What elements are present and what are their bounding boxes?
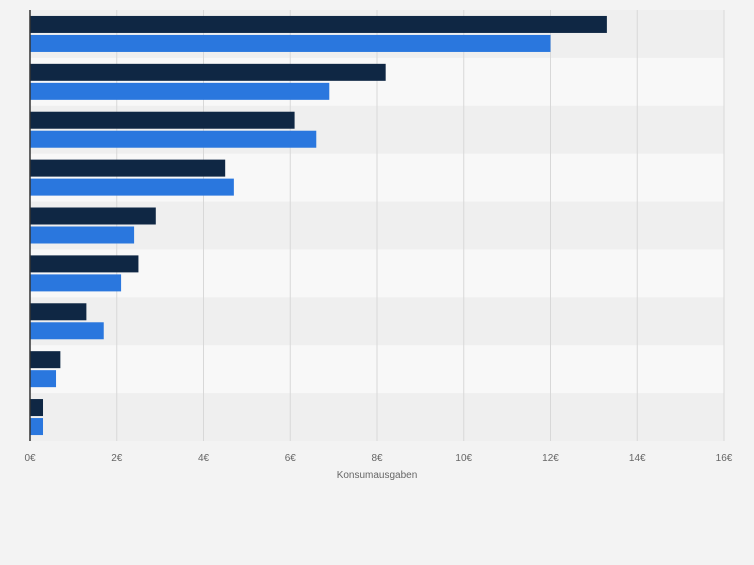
x-tick-label: 10€	[455, 453, 472, 464]
x-tick-label: 0€	[24, 453, 36, 464]
bar-series-1[interactable]	[30, 303, 87, 321]
bar-series-2[interactable]	[30, 226, 135, 244]
x-tick-label: 4€	[198, 453, 210, 464]
bar-series-2[interactable]	[30, 370, 57, 388]
bar-series-1[interactable]	[30, 255, 139, 273]
bar-series-2[interactable]	[30, 418, 44, 436]
bar-series-2[interactable]	[30, 322, 104, 340]
x-tick-label: 2€	[111, 453, 123, 464]
x-tick-label: 14€	[629, 453, 646, 464]
x-tick-label: 8€	[371, 453, 383, 464]
bar-series-2[interactable]	[30, 34, 551, 52]
bar-series-1[interactable]	[30, 399, 44, 417]
bar-series-1[interactable]	[30, 111, 295, 129]
bars	[30, 15, 607, 436]
x-tick-label: 12€	[542, 453, 559, 464]
x-tick-labels: 0€ 2€ 4€ 6€ 8€ 10€ 12€ 14€ 16€	[24, 453, 732, 464]
bar-series-1[interactable]	[30, 63, 386, 81]
bar-series-1[interactable]	[30, 351, 61, 369]
bar-series-1[interactable]	[30, 159, 226, 177]
bar-series-2[interactable]	[30, 178, 234, 196]
x-tick-label: 6€	[285, 453, 297, 464]
x-axis-label: Konsumausgaben	[337, 470, 418, 481]
bar-series-1[interactable]	[30, 15, 607, 33]
bar-series-2[interactable]	[30, 274, 122, 292]
bar-series-1[interactable]	[30, 207, 156, 225]
x-gridlines	[116, 10, 725, 441]
bar-series-2[interactable]	[30, 130, 317, 148]
x-tick-label: 16€	[716, 453, 733, 464]
bar-series-2[interactable]	[30, 82, 330, 100]
